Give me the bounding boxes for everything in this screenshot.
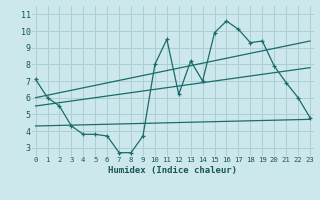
X-axis label: Humidex (Indice chaleur): Humidex (Indice chaleur) bbox=[108, 166, 237, 175]
